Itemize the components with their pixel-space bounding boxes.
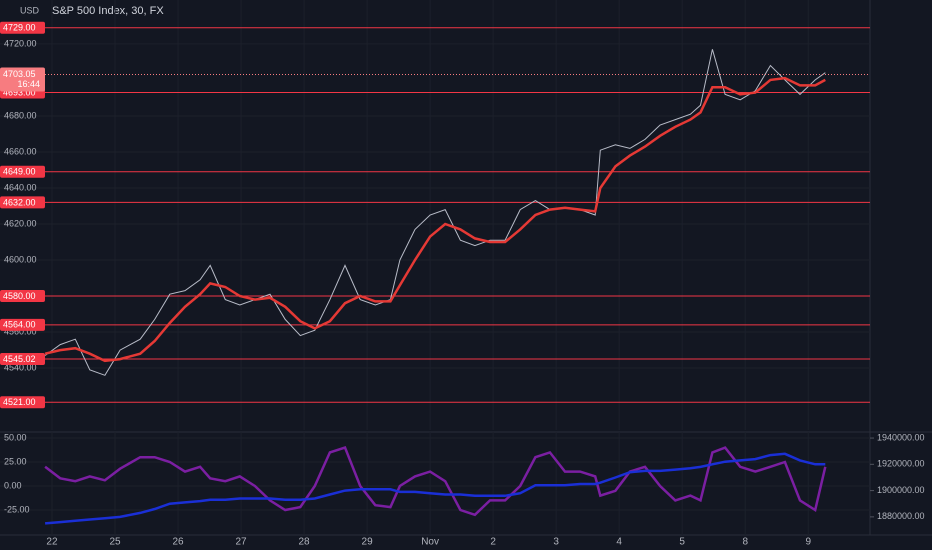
- last-time: 16:44: [17, 79, 40, 89]
- level-label: 4580.00: [3, 291, 36, 301]
- y-tick-label: 0.00: [4, 480, 22, 490]
- x-tick-label: 25: [109, 537, 121, 548]
- y-tick-label: 25.00: [4, 456, 27, 466]
- y-tick-label: 4540.00: [4, 362, 37, 372]
- series-line: [44, 76, 826, 363]
- level-label-box: [0, 290, 45, 303]
- level-label-box: [0, 196, 45, 209]
- level-label-box: [0, 353, 45, 366]
- y-tick-label: 4600.00: [4, 254, 37, 264]
- level-label-box: [0, 318, 45, 331]
- level-label-box: [0, 165, 45, 178]
- x-tick-label: 26: [172, 537, 184, 548]
- series-line: [44, 446, 827, 517]
- last-price: 4703.05: [3, 69, 36, 79]
- level-label: 4632.00: [3, 197, 36, 207]
- y-tick-label: 50.00: [4, 432, 27, 442]
- y-tick-label: 4560.00: [4, 326, 37, 336]
- level-label: 4564.00: [3, 320, 36, 330]
- x-tick-label: 8: [742, 537, 748, 548]
- x-tick-label: 29: [362, 537, 374, 548]
- x-tick-label: 2: [490, 537, 496, 548]
- y2-tick-label: 1900000.00: [877, 485, 925, 495]
- y2-tick-label: 1880000.00: [877, 511, 925, 521]
- level-label: 4693.00: [3, 87, 36, 97]
- level-label: 4545.02: [3, 354, 36, 364]
- x-tick-label: 22: [46, 537, 58, 548]
- x-tick-label: 4: [616, 537, 622, 548]
- y-tick-label: 4680.00: [4, 110, 37, 120]
- level-label-box: [0, 396, 45, 409]
- x-tick-label: 9: [805, 537, 811, 548]
- x-tick-label: 28: [299, 537, 311, 548]
- series-line: [44, 452, 826, 525]
- x-tick-label: 27: [235, 537, 247, 548]
- level-label-box: [0, 21, 45, 34]
- series-line: [44, 49, 826, 376]
- x-tick-label: 3: [553, 537, 559, 548]
- last-price-box: [0, 67, 45, 92]
- y-tick-label: -25.00: [4, 504, 30, 514]
- level-label: 4521.00: [3, 397, 36, 407]
- x-tick-label: 5: [679, 537, 685, 548]
- level-label: 4729.00: [3, 23, 36, 33]
- y-tick-label: 4660.00: [4, 146, 37, 156]
- y-tick-label: 4640.00: [4, 182, 37, 192]
- chart-title: S&P 500 Index, 30, FX: [52, 5, 164, 17]
- y2-tick-label: 1920000.00: [877, 459, 925, 469]
- y-tick-label: 4720.00: [4, 38, 37, 48]
- level-label: 4649.00: [3, 167, 36, 177]
- y-tick-label: 4620.00: [4, 218, 37, 228]
- x-tick-label: Nov: [421, 537, 439, 548]
- y2-tick-label: 1940000.00: [877, 432, 925, 442]
- currency: USD: [20, 5, 40, 15]
